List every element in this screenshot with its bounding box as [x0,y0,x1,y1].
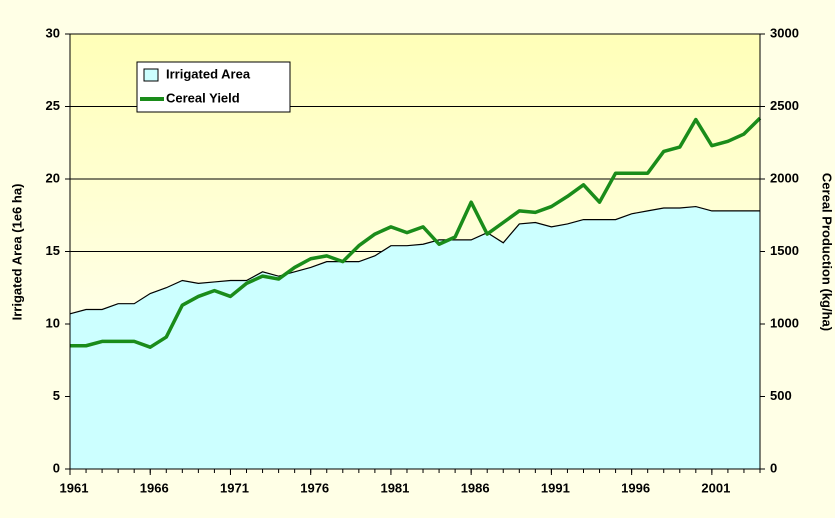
y2-tick-label: 2000 [770,170,799,185]
legend-label: Cereal Yield [166,90,240,105]
y2-tick-label: 0 [770,460,777,475]
marks [69,116,762,470]
legend: Irrigated Area Cereal Yield [136,61,291,113]
x-tick-label: 1961 [60,480,89,495]
y-tick-label: 10 [46,315,60,330]
y-axis-title: Irrigated Area (1e6 ha) [9,184,24,321]
y-tick-label: 30 [46,25,60,40]
area [70,206,760,470]
y2-axis-title: Cereal Production (kg/ha) [820,173,835,331]
x-tick-label: 1976 [300,480,329,495]
x-tick-label: 1996 [621,480,650,495]
y-tick-label: 25 [46,98,60,113]
x-tick-label: 1991 [541,480,570,495]
y2-tick-label: 500 [770,388,792,403]
y2-tick-label: 2500 [770,98,799,113]
y2-tick-label: 1000 [770,315,799,330]
x-tick-label: 2001 [701,480,730,495]
line [70,116,762,349]
y2-tick-label: 3000 [770,25,799,40]
x-tick-label: 1986 [461,480,490,495]
x-tick-label: 1966 [140,480,169,495]
y-tick-label: 5 [53,388,60,403]
y-tick-label: 15 [46,243,60,258]
y-tick-label: 20 [46,170,60,185]
y-tick-label: 0 [53,460,60,475]
legend-swatch [143,68,159,82]
x-tick-label: 1981 [380,480,409,495]
y2-tick-label: 1500 [770,243,799,258]
legend-box [136,61,291,113]
x-tick-label: 1971 [220,480,249,495]
legend-label: Irrigated Area [166,66,251,81]
area-outline [69,205,760,315]
